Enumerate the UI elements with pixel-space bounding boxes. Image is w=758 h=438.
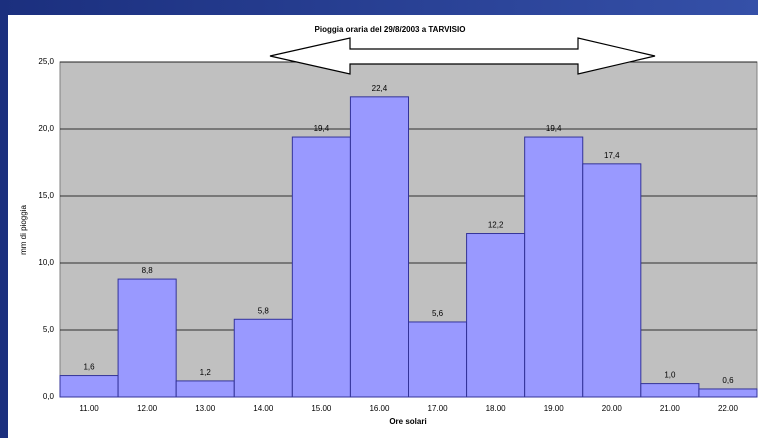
x-tick-label: 16.00	[369, 404, 390, 413]
double-arrow	[269, 37, 656, 75]
x-tick-label: 20.00	[602, 404, 623, 413]
y-axis-label: mm di pioggia	[19, 205, 28, 255]
bar	[640, 383, 700, 398]
bar	[59, 375, 119, 398]
chart-title: Pioggia oraria del 29/8/2003 a TARVISIO	[315, 25, 466, 34]
bar	[175, 380, 235, 398]
data-label: 1,6	[83, 363, 95, 372]
y-tick-label: 10,0	[38, 258, 54, 267]
x-tick-label: 11.00	[79, 404, 99, 413]
data-label: 1,0	[664, 371, 676, 380]
y-tick-label: 0,0	[43, 392, 55, 401]
x-tick-label: 21.00	[660, 404, 681, 413]
data-label: 19,4	[546, 124, 562, 133]
bar	[524, 136, 584, 398]
x-tick-label: 15.00	[311, 404, 332, 413]
bar	[466, 233, 526, 398]
y-tick-label: 20,0	[38, 124, 54, 133]
bar	[408, 321, 468, 398]
data-label: 8,8	[142, 266, 154, 275]
x-tick-label: 22.00	[718, 404, 739, 413]
bar	[291, 136, 351, 398]
y-tick-label: 25,0	[38, 57, 54, 66]
data-label: 19,4	[314, 124, 330, 133]
bar	[698, 388, 758, 398]
x-tick-label: 12.00	[137, 404, 158, 413]
bar	[233, 318, 293, 398]
x-axis-label: Ore solari	[389, 417, 426, 426]
data-label: 1,2	[200, 368, 212, 377]
data-label: 12,2	[488, 221, 504, 230]
x-tick-label: 14.00	[253, 404, 274, 413]
data-label: 22,4	[372, 84, 388, 93]
bar	[349, 96, 409, 398]
data-label: 5,6	[432, 309, 444, 318]
data-label: 17,4	[604, 151, 620, 160]
y-tick-label: 15,0	[38, 191, 54, 200]
data-label: 0,6	[722, 376, 734, 385]
data-label: 5,8	[258, 306, 270, 315]
x-tick-label: 17.00	[428, 404, 449, 413]
x-tick-label: 19.00	[544, 404, 565, 413]
bar	[117, 278, 177, 398]
x-tick-label: 18.00	[486, 404, 507, 413]
bar	[582, 163, 642, 398]
x-tick-label: 13.00	[195, 404, 216, 413]
y-tick-label: 5,0	[43, 325, 55, 334]
